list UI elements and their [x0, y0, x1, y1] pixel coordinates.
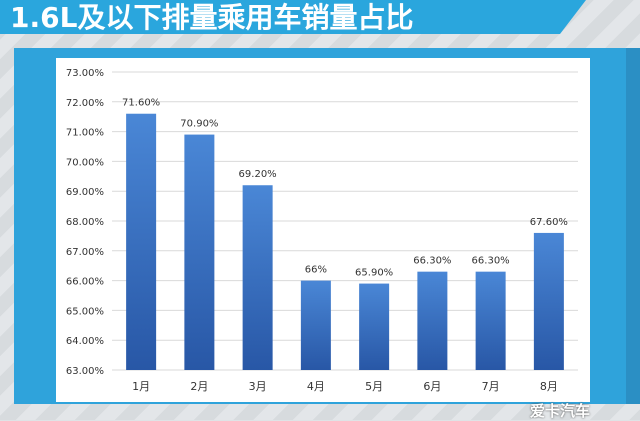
bar	[359, 283, 390, 370]
y-tick-label: 72.00%	[66, 98, 104, 109]
y-tick-label: 63.00%	[66, 366, 104, 377]
bar	[242, 185, 273, 370]
y-tick-label: 67.00%	[66, 247, 104, 258]
title-banner: 1.6L及以下排量乘用车销量占比	[0, 0, 586, 34]
chart-title: 1.6L及以下排量乘用车销量占比	[10, 1, 414, 34]
bar	[475, 271, 506, 370]
y-tick-label: 64.00%	[66, 336, 104, 347]
x-tick-label: 2月	[190, 380, 208, 393]
y-tick-label: 65.00%	[66, 306, 104, 317]
bar	[300, 280, 331, 370]
bar	[417, 271, 448, 370]
x-tick-label: 4月	[307, 380, 325, 393]
y-tick-label: 73.00%	[66, 68, 104, 79]
y-tick-label: 70.00%	[66, 157, 104, 168]
data-label: 66.30%	[413, 256, 451, 267]
data-label: 66.30%	[472, 256, 510, 267]
y-tick-label: 66.00%	[66, 277, 104, 288]
y-tick-label: 69.00%	[66, 187, 104, 198]
data-label: 67.60%	[530, 217, 568, 228]
chart-frame-edge	[626, 48, 640, 404]
data-label: 65.90%	[355, 268, 393, 279]
watermark-logo: 爱卡汽车	[530, 402, 591, 420]
data-label: 70.90%	[180, 119, 218, 130]
bar	[184, 134, 215, 370]
x-tick-label: 6月	[423, 380, 441, 393]
data-label: 69.20%	[239, 169, 277, 180]
bar	[126, 113, 157, 370]
x-tick-label: 1月	[132, 380, 150, 393]
x-tick-label: 3月	[249, 380, 267, 393]
x-tick-label: 7月	[482, 380, 500, 393]
y-tick-label: 71.00%	[66, 128, 104, 139]
data-label: 66%	[305, 265, 327, 276]
x-tick-label: 8月	[540, 380, 558, 393]
x-tick-label: 5月	[365, 380, 383, 393]
bar	[533, 232, 564, 370]
data-label: 71.60%	[122, 98, 160, 109]
y-tick-label: 68.00%	[66, 217, 104, 228]
